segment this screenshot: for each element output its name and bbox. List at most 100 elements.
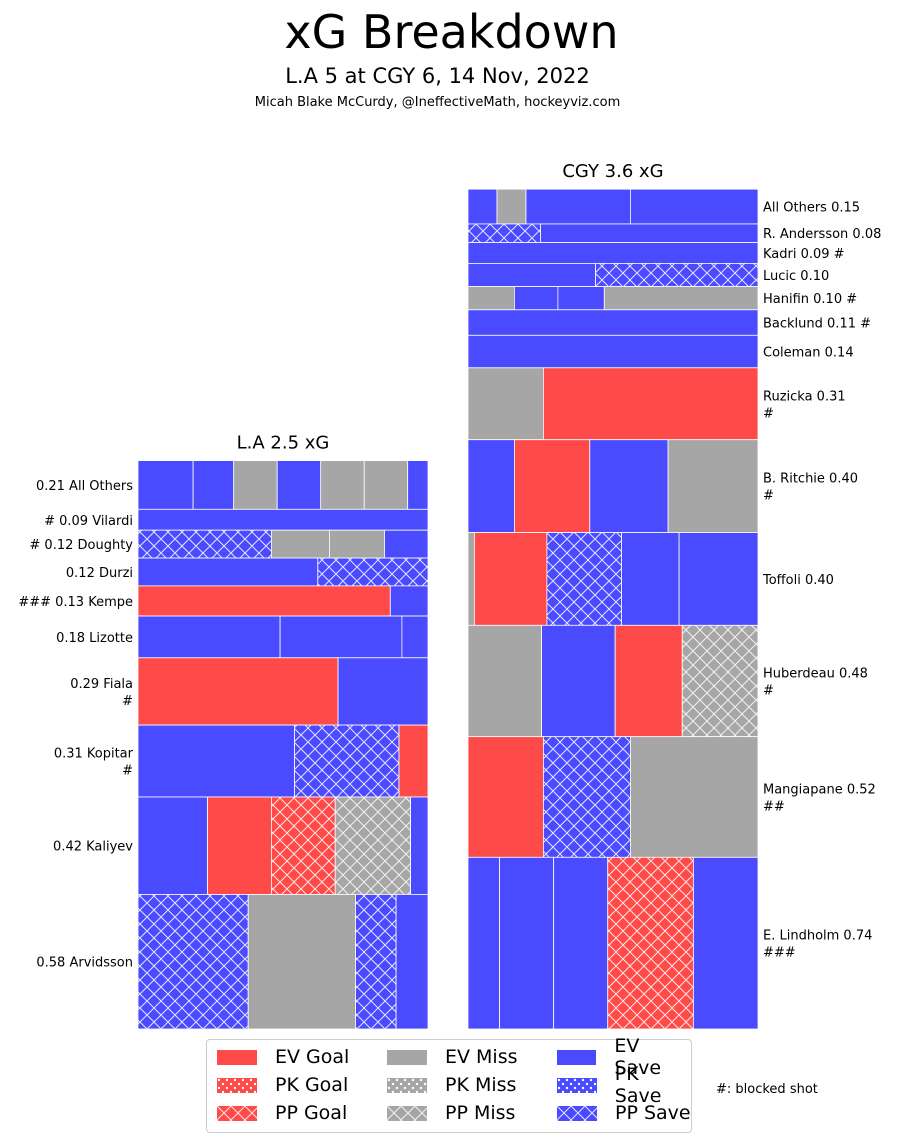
player-row: Coleman 0.14 — [467, 334, 854, 369]
legend-label: PP Save — [615, 1102, 691, 1124]
shot-ev-save — [401, 615, 429, 659]
player-row: B. Ritchie 0.40 # — [467, 439, 858, 533]
shot-ev-miss — [603, 286, 759, 311]
player-label: Lucic 0.10 — [763, 269, 829, 284]
shot-ev-miss — [496, 188, 527, 225]
shot-hatch — [271, 797, 336, 895]
legend-swatch — [217, 1049, 257, 1065]
shot-ev-miss — [320, 460, 365, 510]
player-label: 0.31 Kopitar # — [54, 747, 134, 779]
shot-ev-save — [499, 856, 555, 1030]
player-label: R. Andersson 0.08 — [763, 227, 881, 242]
shot-ev-save — [621, 532, 680, 626]
shot-ev-save — [467, 856, 500, 1030]
shot-ev-goal — [543, 367, 759, 441]
player-label: Kadri 0.09 # — [763, 247, 845, 262]
player-label: Mangiapane 0.52 ## — [763, 783, 876, 815]
player-row: Backlund 0.11 # — [467, 309, 871, 336]
player-label: 0.42 Kaliyev — [53, 840, 133, 855]
player-label: # 0.09 Vilardi — [44, 514, 133, 529]
player-label: 0.21 All Others — [36, 479, 133, 494]
player-row: R. Andersson 0.08 — [467, 223, 881, 243]
player-label: Backlund 0.11 # — [763, 317, 871, 332]
team-title: CGY 3.6 xG — [562, 161, 663, 182]
team-panel-left: L.A 2.5 xG 0.21 All Others # 0.09 Vilardi #… — [18, 433, 429, 1030]
shot-hatch — [682, 625, 758, 737]
shot-hatch — [543, 736, 631, 858]
legend-label: PP Goal — [275, 1102, 348, 1124]
shot-ev-save — [337, 657, 429, 726]
player-label: 0.12 Durzi — [66, 566, 133, 581]
player-label: Toffoli 0.40 — [762, 573, 834, 588]
legend-item: EV Save — [557, 1035, 691, 1079]
player-row: 0.12 Durzi — [66, 557, 429, 587]
legend-item: PK Goal — [217, 1072, 348, 1098]
shot-ev-goal — [398, 724, 429, 798]
shot-ev-goal — [207, 796, 272, 895]
player-row: Ruzicka 0.31 # — [467, 367, 846, 441]
player-row: Toffoli 0.40 — [467, 532, 834, 626]
shot-ev-save — [276, 460, 322, 510]
shot-ev-save — [540, 223, 759, 243]
shot-ev-save — [407, 460, 429, 510]
shot-ev-save — [553, 856, 609, 1030]
shot-ev-save — [467, 262, 596, 287]
player-row: # 0.09 Vilardi — [44, 508, 429, 531]
player-row: 0.42 Kaliyev — [53, 796, 429, 895]
shot-hatch — [607, 857, 694, 1029]
player-row: # 0.12 Doughty — [29, 529, 429, 559]
shot-ev-save — [137, 796, 208, 895]
legend-label: PP Miss — [445, 1102, 516, 1124]
shot-ev-save — [589, 439, 669, 533]
shot-ev-save — [467, 188, 498, 225]
shot-ev-save — [557, 286, 605, 311]
shot-ev-save — [192, 460, 235, 510]
shot-hatch — [294, 725, 399, 797]
player-row: Hanifin 0.10 # — [467, 286, 857, 311]
shot-ev-goal — [137, 585, 391, 617]
shot-ev-miss — [467, 532, 475, 626]
legend-item: PP Save — [557, 1100, 691, 1126]
shot-ev-save — [384, 529, 429, 559]
shot-ev-save — [692, 856, 759, 1030]
shot-hatch — [138, 530, 272, 559]
legend-label: EV Miss — [445, 1046, 518, 1068]
shot-ev-save — [514, 286, 559, 311]
shot-ev-save — [389, 585, 429, 617]
chart-title: xG Breakdown — [284, 5, 619, 59]
shot-ev-save — [467, 334, 759, 369]
shot-ev-save — [467, 309, 759, 336]
legend-swatch — [387, 1077, 427, 1093]
legend-label: PK Goal — [275, 1074, 349, 1096]
shot-ev-save — [395, 894, 429, 1030]
player-row: All Others 0.15 — [467, 188, 860, 225]
shot-hatch — [138, 894, 249, 1029]
shot-ev-save — [137, 460, 194, 510]
shot-hatch — [468, 223, 541, 243]
shot-ev-miss — [233, 460, 278, 510]
player-label: B. Ritchie 0.40 # — [763, 472, 858, 504]
player-row: Kadri 0.09 # — [467, 242, 845, 264]
shot-ev-save — [137, 557, 319, 587]
legend-item: PP Goal — [217, 1100, 347, 1126]
shot-ev-miss — [467, 286, 515, 311]
shot-ev-miss — [247, 894, 356, 1030]
legend: EV Goal PK Goal PP Goal EV Miss PK Miss PP Mi… — [206, 1035, 692, 1133]
player-row: ### 0.13 Kempe — [18, 585, 429, 617]
shot-ev-save — [137, 724, 296, 798]
shot-ev-save — [467, 439, 515, 533]
shot-ev-miss — [467, 367, 544, 441]
blocked-shot-note: #: blocked shot — [716, 1082, 818, 1097]
team-panel-right: CGY 3.6 xG All Others 0.15 R. Andersson 0.… — [467, 161, 881, 1030]
legend-swatch — [387, 1049, 427, 1065]
player-label: ### 0.13 Kempe — [18, 595, 133, 610]
shot-ev-save — [279, 615, 403, 659]
player-label: All Others 0.15 — [763, 201, 860, 216]
shot-ev-save — [137, 615, 281, 659]
shot-ev-goal — [137, 657, 339, 726]
player-row: 0.31 Kopitar # — [54, 724, 429, 798]
shot-ev-save — [410, 796, 429, 895]
player-label: Coleman 0.14 — [763, 346, 854, 361]
shot-ev-miss — [363, 460, 409, 510]
